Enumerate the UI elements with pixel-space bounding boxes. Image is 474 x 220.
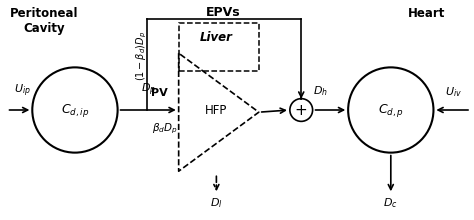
Text: $(1-\beta_d)D_p$: $(1-\beta_d)D_p$ [134,31,149,81]
Text: $D_l$: $D_l$ [210,196,223,210]
Text: $\beta_d D_p$: $\beta_d D_p$ [152,121,177,136]
Text: $D_p$: $D_p$ [141,82,156,98]
Text: $D_c$: $D_c$ [383,196,398,210]
Text: $C_{d,ip}$: $C_{d,ip}$ [61,101,89,119]
Text: $C_{d,p}$: $C_{d,p}$ [378,101,404,119]
Text: Peritoneal
Cavity: Peritoneal Cavity [10,7,79,35]
Text: $U_{iv}$: $U_{iv}$ [445,85,462,99]
Text: +: + [295,103,308,117]
Text: PV: PV [151,88,168,98]
Text: $U_{ip}$: $U_{ip}$ [14,83,30,99]
Bar [179,23,259,71]
Text: $D_h$: $D_h$ [313,84,328,98]
Text: Liver: Liver [200,31,233,44]
Text: HFP: HFP [205,103,228,117]
Text: Heart: Heart [408,7,445,20]
Text: EPVs: EPVs [206,6,241,19]
